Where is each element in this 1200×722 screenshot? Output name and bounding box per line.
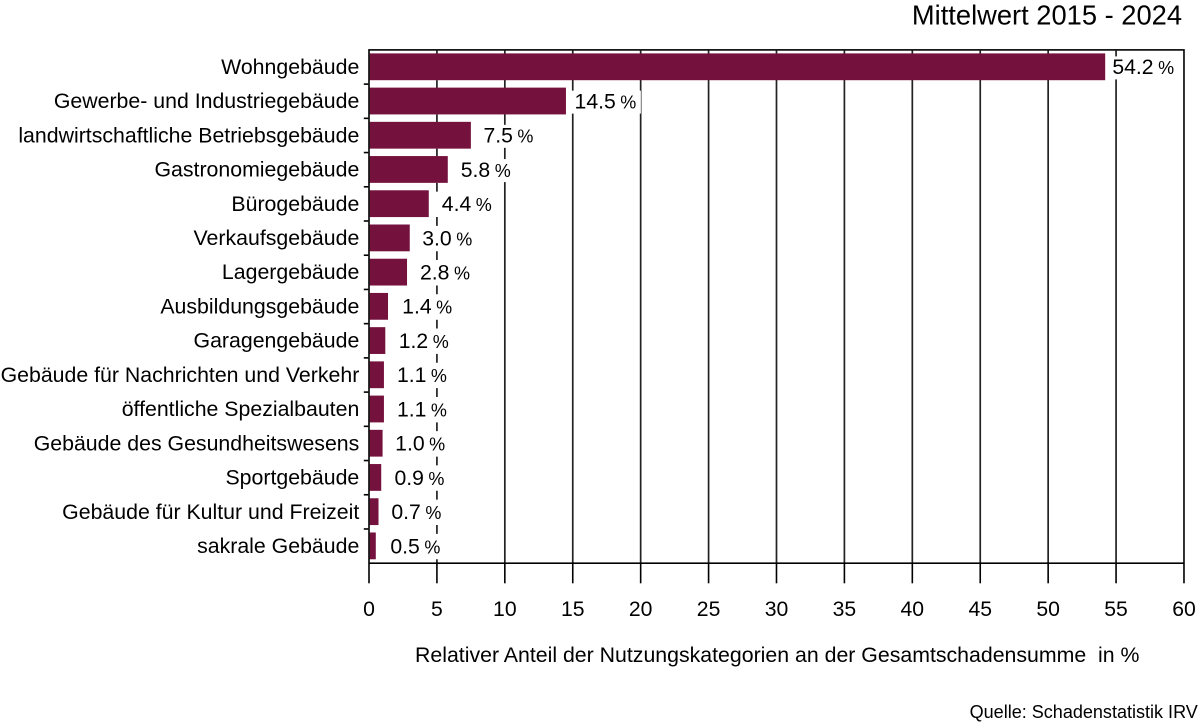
svg-text:Quelle: Schadenstatistik IRV: Quelle: Schadenstatistik IRV xyxy=(970,702,1198,722)
svg-text:Gebäude für Kultur und Freizei: Gebäude für Kultur und Freizeit xyxy=(62,500,359,524)
svg-text:Ausbildungsgebäude: Ausbildungsgebäude xyxy=(160,294,359,318)
svg-text:öffentliche Spezialbauten: öffentliche Spezialbauten xyxy=(122,397,360,421)
svg-text:10: 10 xyxy=(493,598,517,621)
svg-text:1.2%: 1.2% xyxy=(399,330,449,353)
svg-text:55: 55 xyxy=(1104,598,1128,621)
svg-text:landwirtschaftliche Betriebsge: landwirtschaftliche Betriebsgebäude xyxy=(18,123,359,147)
svg-text:0.5%: 0.5% xyxy=(390,535,440,558)
svg-text:40: 40 xyxy=(901,598,925,621)
svg-text:25: 25 xyxy=(697,598,721,621)
svg-text:Relativer Anteil der Nutzungsk: Relativer Anteil der Nutzungskategorien … xyxy=(415,643,1140,667)
svg-text:Bürogebäude: Bürogebäude xyxy=(231,192,359,216)
svg-text:sakrale Gebäude: sakrale Gebäude xyxy=(197,534,359,558)
svg-text:30: 30 xyxy=(765,598,789,621)
svg-text:0.7%: 0.7% xyxy=(391,501,441,524)
svg-text:35: 35 xyxy=(833,598,857,621)
svg-text:4.4%: 4.4% xyxy=(442,193,492,216)
svg-text:Sportgebäude: Sportgebäude xyxy=(225,466,359,490)
svg-text:14.5%: 14.5% xyxy=(575,90,637,113)
svg-text:Verkaufsgebäude: Verkaufsgebäude xyxy=(194,226,360,250)
svg-text:1.1%: 1.1% xyxy=(397,364,447,387)
svg-text:2.8%: 2.8% xyxy=(420,262,470,285)
svg-text:15: 15 xyxy=(561,598,585,621)
svg-text:Gastronomiegebäude: Gastronomiegebäude xyxy=(154,158,359,182)
svg-text:Wohngebäude: Wohngebäude xyxy=(221,55,359,79)
svg-text:Gebäude des Gesundheitswesens: Gebäude des Gesundheitswesens xyxy=(34,431,360,455)
svg-text:0.9%: 0.9% xyxy=(394,467,444,490)
svg-text:50: 50 xyxy=(1036,598,1060,621)
svg-text:1.4%: 1.4% xyxy=(402,296,452,319)
svg-text:45: 45 xyxy=(968,598,992,621)
svg-text:Gebäude für Nachrichten und Ve: Gebäude für Nachrichten und Verkehr xyxy=(1,363,360,387)
svg-text:Mittelwert 2015 - 2024: Mittelwert 2015 - 2024 xyxy=(912,0,1182,31)
svg-text:54.2%: 54.2% xyxy=(1112,56,1174,79)
svg-text:1.0%: 1.0% xyxy=(395,433,445,456)
svg-text:20: 20 xyxy=(629,598,653,621)
svg-text:60: 60 xyxy=(1172,598,1196,621)
svg-text:Gewerbe- und Industriegebäude: Gewerbe- und Industriegebäude xyxy=(54,89,359,113)
svg-text:0: 0 xyxy=(363,598,375,621)
svg-text:5: 5 xyxy=(431,598,443,621)
svg-text:3.0%: 3.0% xyxy=(422,227,472,250)
svg-text:Lagergebäude: Lagergebäude xyxy=(222,260,359,284)
svg-text:Garagengebäude: Garagengebäude xyxy=(194,329,360,353)
svg-text:7.5%: 7.5% xyxy=(483,125,533,148)
svg-text:1.1%: 1.1% xyxy=(397,398,447,421)
svg-text:5.8%: 5.8% xyxy=(461,159,511,182)
